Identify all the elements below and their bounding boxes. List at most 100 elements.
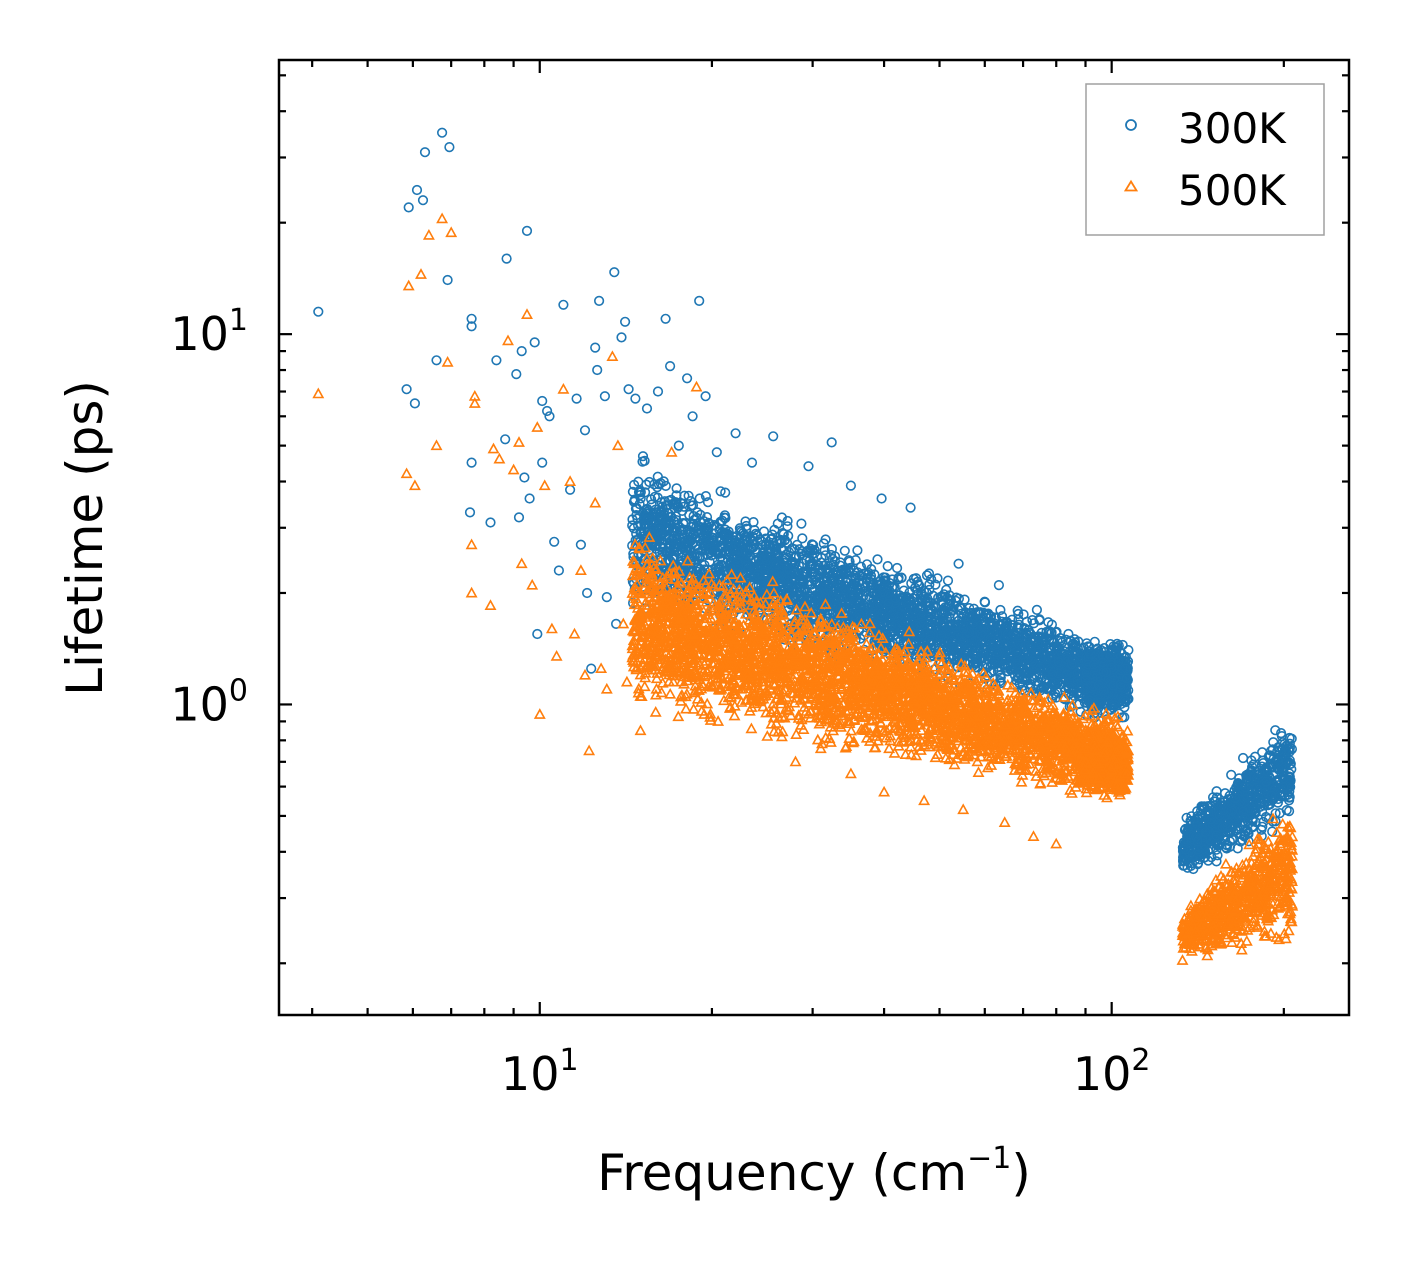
data-point-300K	[855, 561, 867, 572]
data-point-300K	[969, 640, 980, 651]
data-point-300K	[944, 590, 955, 601]
data-point-300K	[981, 649, 992, 660]
data-point-300K	[633, 476, 644, 487]
data-point-300K	[714, 524, 725, 535]
data-point-300K	[883, 598, 894, 609]
data-point-300K	[644, 476, 655, 488]
data-point-300K	[793, 551, 805, 562]
data-point-300K	[719, 510, 731, 521]
data-point-300K	[878, 586, 889, 598]
data-point-300K	[885, 620, 897, 631]
data-point-300K	[646, 499, 657, 510]
data-point-300K	[812, 551, 823, 562]
data-point-300K	[685, 556, 696, 567]
data-point-300K	[693, 521, 704, 532]
data-point-300K	[747, 531, 759, 542]
data-point-300K	[714, 518, 725, 529]
data-point-300K	[772, 518, 783, 529]
data-point-300K	[796, 546, 808, 557]
data-point-300K	[1046, 627, 1057, 638]
data-point-300K	[656, 497, 667, 508]
data-point-300K	[740, 554, 752, 565]
data-point-300K	[879, 575, 890, 586]
data-point-300K	[852, 545, 863, 556]
data-point-300K	[1033, 647, 1044, 658]
data-point-300K	[840, 610, 852, 621]
data-point-300K	[898, 585, 910, 596]
data-point-300K	[797, 533, 808, 544]
data-point-300K	[1052, 686, 1063, 698]
data-point-300K	[875, 617, 886, 628]
data-point-300K	[926, 608, 937, 619]
data-point-300K	[996, 611, 1008, 622]
data-point-300K	[850, 554, 861, 566]
data-point-300K	[818, 538, 829, 549]
data-point-300K	[796, 518, 807, 529]
data-point-300K	[896, 572, 907, 583]
data-point-300K	[844, 556, 855, 567]
data-point-300K	[988, 665, 999, 676]
data-point-300K	[904, 587, 915, 598]
data-point-300K	[932, 573, 943, 584]
data-point-300K	[992, 628, 1003, 639]
data-point-300K	[891, 562, 903, 574]
data-point-300K	[914, 604, 925, 616]
data-point-300K	[896, 608, 907, 619]
data-point-300K	[675, 497, 686, 509]
data-point-300K	[698, 531, 710, 542]
data-point-300K	[959, 594, 970, 605]
data-point-300K	[838, 592, 849, 603]
data-point-300K	[829, 551, 841, 562]
data-point-300K	[951, 643, 962, 655]
data-point-300K	[1041, 626, 1052, 638]
data-point-300K	[1018, 609, 1029, 620]
data-point-300K	[678, 517, 689, 529]
data-point-300K	[999, 660, 1011, 671]
data-point-300K	[946, 635, 957, 646]
data-point-300K	[765, 534, 777, 545]
data-point-300K	[723, 537, 735, 548]
data-point-300K	[861, 559, 873, 570]
data-point-300K	[726, 566, 737, 577]
data-point-300K	[671, 483, 682, 494]
data-point-300K	[958, 636, 969, 647]
data-point-300K	[802, 545, 814, 556]
data-point-300K	[653, 506, 665, 518]
data-point-300K	[885, 626, 896, 637]
data-point-300K	[777, 527, 788, 539]
data-point-300K	[694, 493, 705, 504]
data-point-300K	[777, 555, 789, 566]
data-point-300K	[782, 521, 793, 532]
data-point-300K	[923, 568, 935, 579]
data-point-300K	[1034, 614, 1045, 625]
data-point-300K	[1001, 618, 1013, 629]
data-point-300K	[627, 540, 638, 551]
data-point-300K	[692, 507, 703, 518]
data-point-300K	[831, 567, 842, 579]
data-point-300K	[668, 515, 679, 527]
data-point-300K	[1013, 614, 1024, 625]
data-point-300K	[729, 542, 740, 553]
data-point-300K	[775, 538, 786, 549]
data-point-300K	[1013, 608, 1024, 620]
data-point-300K	[700, 491, 712, 502]
data-point-300K	[806, 579, 817, 590]
data-point-300K	[715, 486, 726, 497]
data-point-300K	[791, 569, 803, 580]
data-point-300K	[1017, 684, 1028, 695]
data-point-300K	[992, 653, 1003, 665]
data-point-300K	[979, 597, 991, 608]
data-point-300K	[716, 559, 727, 570]
data-point-300K	[840, 576, 851, 587]
data-point-300K	[1049, 678, 1060, 689]
data-point-300K	[646, 518, 657, 529]
data-point-300K	[808, 539, 819, 551]
data-point-300K	[921, 570, 933, 581]
data-point-300K	[734, 533, 745, 545]
data-point-300K	[1045, 642, 1057, 654]
data-point-300K	[797, 567, 808, 578]
data-point-300K	[720, 487, 731, 498]
data-point-300K	[930, 579, 941, 590]
data-point-300K	[732, 557, 743, 568]
